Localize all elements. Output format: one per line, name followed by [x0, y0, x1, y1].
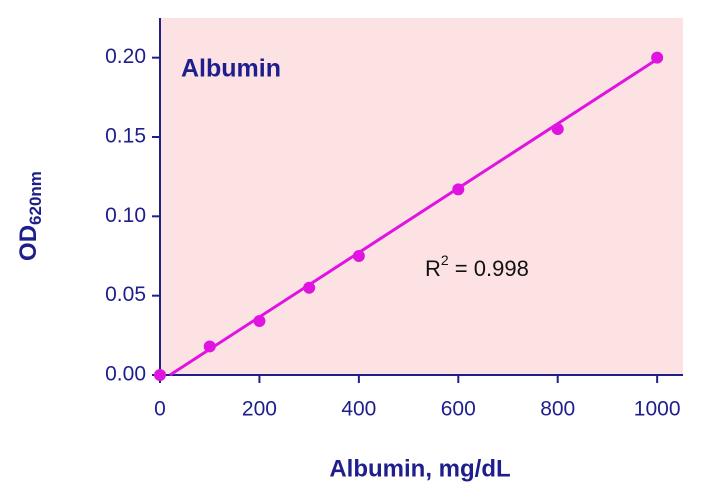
- y-tick-label: 0.20: [105, 45, 146, 68]
- plot-background: [160, 18, 683, 375]
- x-tick-label: 1000: [634, 398, 681, 421]
- x-tick-label: 800: [540, 398, 575, 421]
- y-axis-label: OD620nm: [15, 171, 45, 261]
- y-label-subscript: 620nm: [26, 171, 45, 225]
- annotation-base: R: [425, 256, 441, 281]
- x-tick-label: 600: [441, 398, 476, 421]
- x-tick-label: 0: [154, 398, 166, 421]
- y-tick-label: 0.05: [105, 283, 146, 306]
- annotation-superscript: 2: [441, 252, 449, 268]
- chart-title: Albumin: [181, 55, 281, 83]
- y-tick-label: 0.00: [105, 363, 146, 386]
- y-tick-label: 0.10: [105, 204, 146, 227]
- fit-line: [169, 57, 658, 377]
- annotation-rest: = 0.998: [449, 256, 529, 281]
- y-tick-label: 0.15: [105, 125, 146, 148]
- data-point: [154, 369, 166, 381]
- data-point: [303, 281, 316, 294]
- y-label-main: OD: [15, 225, 42, 261]
- x-tick-label: 400: [341, 398, 376, 421]
- x-axis-label: Albumin, mg/dL: [329, 455, 510, 482]
- x-tick-label: 200: [242, 398, 277, 421]
- r-squared-annotation: R2 = 0.998: [425, 252, 529, 281]
